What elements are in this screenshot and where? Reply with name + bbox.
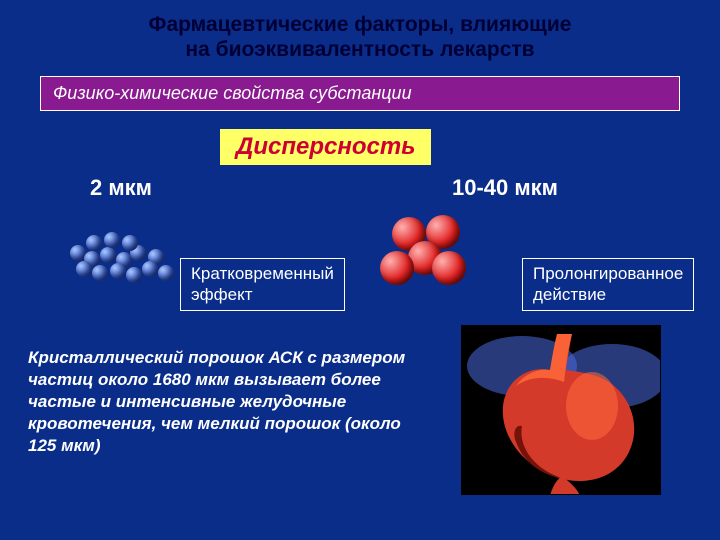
columns: 2 мкм Кратковременный эффект 10-40 мкм П… <box>0 165 720 310</box>
blue-sphere <box>142 261 158 277</box>
blue-sphere <box>92 265 108 281</box>
blue-sphere <box>104 232 120 248</box>
left-column: 2 мкм Кратковременный эффект <box>60 175 348 310</box>
blue-sphere <box>126 267 142 283</box>
blue-particles <box>60 207 260 287</box>
left-effect-l2: эффект <box>191 284 334 305</box>
right-effect-l2: действие <box>533 284 683 305</box>
subtitle-box: Физико-химические свойства субстанции <box>40 76 680 111</box>
blue-sphere <box>100 247 116 263</box>
right-size-label: 10-40 мкм <box>452 175 660 201</box>
blue-sphere <box>110 263 126 279</box>
blue-sphere <box>158 265 174 281</box>
subtitle-text: Физико-химические свойства субстанции <box>53 83 412 103</box>
blue-sphere <box>86 235 102 251</box>
bottom-row: Кристаллический порошок АСК с размером ч… <box>0 311 720 495</box>
bottom-text: Кристаллический порошок АСК с размером ч… <box>28 325 413 457</box>
title-line-2: на биоэквивалентность лекарств <box>30 37 690 62</box>
stomach-image <box>461 325 661 495</box>
dispersion-text: Дисперсность <box>236 133 415 160</box>
red-particles <box>372 207 572 287</box>
red-sphere <box>432 251 466 285</box>
page-title: Фармацевтические факторы, влияющие на би… <box>0 0 720 66</box>
left-size-label: 2 мкм <box>90 175 348 201</box>
right-column: 10-40 мкм Пролонгированное действие <box>372 175 660 310</box>
blue-sphere <box>76 261 92 277</box>
title-line-1: Фармацевтические факторы, влияющие <box>30 12 690 37</box>
dispersion-box: Дисперсность <box>220 129 431 165</box>
red-sphere <box>380 251 414 285</box>
